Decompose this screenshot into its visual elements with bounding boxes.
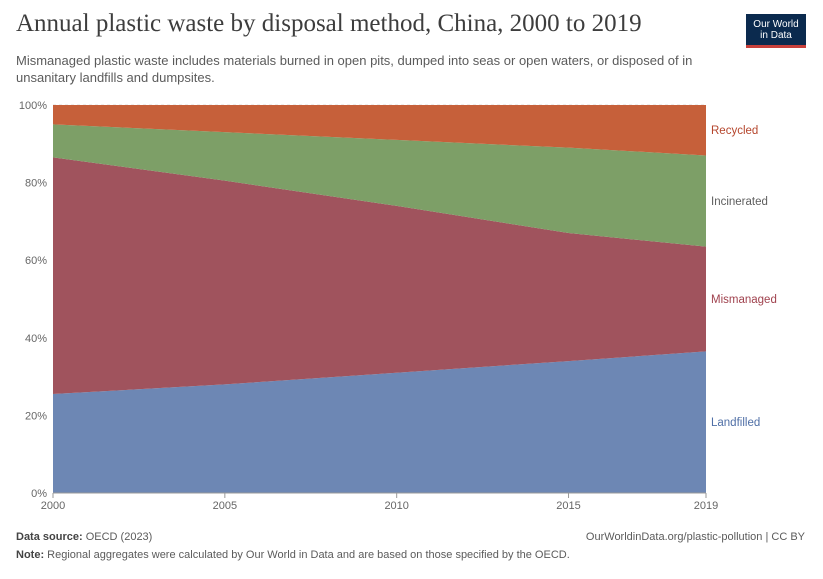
y-tick-label: 20%	[25, 410, 47, 422]
series-label-mismanaged[interactable]: Mismanaged	[711, 294, 777, 306]
x-tick-label: 2000	[41, 500, 65, 512]
y-tick-label: 100%	[19, 100, 47, 112]
area-mismanaged[interactable]	[53, 157, 706, 395]
owid-url[interactable]: OurWorldinData.org/plastic-pollution | C…	[585, 531, 805, 543]
series-label-landfilled[interactable]: Landfilled	[711, 417, 760, 429]
area-incinerated[interactable]	[53, 124, 706, 247]
data-source-label: Data source:	[16, 531, 83, 543]
x-tick-label: 2010	[384, 500, 408, 512]
area-landfilled[interactable]	[53, 351, 706, 493]
series-label-recycled[interactable]: Recycled	[711, 125, 758, 137]
logo-line-2: in Data	[760, 29, 792, 41]
x-tick-label: 2005	[213, 500, 237, 512]
note-label: Note:	[16, 549, 45, 561]
data-source-link[interactable]: OECD (2023)	[85, 531, 153, 543]
area-recycled[interactable]	[53, 105, 706, 156]
x-tick-label: 2019	[694, 500, 718, 512]
series-label-incinerated[interactable]: Incinerated	[711, 196, 768, 208]
x-tick-label: 2015	[556, 500, 580, 512]
y-axis-ticks: 0% 20% 40% 60% 80% 100%	[19, 100, 47, 500]
logo-line-1: Our World	[753, 18, 799, 30]
chart-subtitle: Mismanaged plastic waste includes materi…	[16, 53, 693, 85]
y-tick-label: 40%	[25, 333, 47, 345]
y-tick-label: 80%	[25, 178, 47, 190]
y-tick-label: 60%	[25, 255, 47, 267]
note-text: Regional aggregates were calculated by O…	[47, 549, 570, 561]
area-series	[53, 105, 706, 493]
series-labels: Landfilled Mismanaged Incinerated Recycled	[711, 125, 777, 429]
chart-note: Note: Regional aggregates were calculate…	[16, 549, 570, 561]
owid-logo[interactable]: Our World in Data	[746, 14, 806, 48]
x-axis-ticks: 2000 2005 2010 2015 2019	[41, 492, 718, 512]
data-source: Data source: OECD (2023)	[16, 531, 152, 543]
y-tick-label: 0%	[31, 488, 47, 500]
chart-title: Annual plastic waste by disposal method,…	[16, 10, 642, 37]
